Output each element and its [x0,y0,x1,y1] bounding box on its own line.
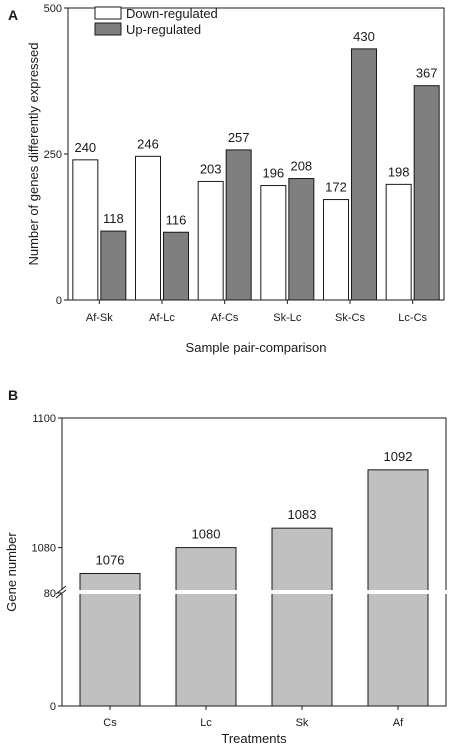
bar-af [367,469,429,707]
bar-down-af-lc [135,155,161,301]
data-label-af: 1092 [384,449,413,464]
panel-letter-a: A [8,7,18,23]
legend-swatch-up [94,22,122,36]
data-label-down-sk-lc: 196 [262,166,284,181]
legend-label-up: Up-regulated [126,22,201,37]
bar-cs [79,573,141,707]
data-label-down-af-cs: 203 [200,161,222,176]
data-label-cs: 1076 [96,553,125,568]
x-tick-label-lc-cs: Lc-Cs [398,312,427,324]
y-tick-label-1080: 1080 [32,543,56,555]
y-axis-title-a: Number of genes differently expressed [26,42,41,265]
bar-up-lc-cs [413,85,440,301]
x-tick-label-af: Af [393,717,404,729]
y-tick-label-0: 0 [50,701,56,713]
data-label-down-lc-cs: 198 [388,164,410,179]
y-tick-label-80: 80 [44,588,56,600]
bar-up-af-sk [100,230,127,301]
bar-down-lc-cs [385,183,412,301]
bar-up-af-lc [163,231,189,301]
y-tick-label-1100: 1100 [32,413,56,425]
data-label-down-af-lc: 246 [137,136,159,151]
axis-break-mark-lower [55,589,67,599]
data-label-up-af-sk: 118 [103,211,124,226]
axis-break-gap [54,590,454,594]
x-tick-label-af-cs: Af-Cs [211,312,239,324]
x-axis-title-b: Treatments [221,731,287,746]
x-tick-label-sk: Sk [296,717,309,729]
bar-down-af-sk [72,159,99,301]
data-label-down-af-sk: 240 [74,140,96,155]
data-label-up-sk-lc: 208 [290,159,312,174]
legend-label-down: Down-regulated [126,6,218,21]
plot-frame-b [61,417,447,707]
x-tick-label-cs: Cs [103,717,117,729]
panel-letter-b: B [8,387,18,403]
y-tick-label-250: 250 [44,149,62,161]
bar-down-af-cs [197,180,224,301]
data-label-down-sk-cs: 172 [325,180,347,195]
data-label-up-lc-cs: 367 [416,66,438,81]
y-axis-title-b: Gene number [4,532,19,612]
data-label-lc: 1080 [192,527,221,542]
x-tick-label-af-lc: Af-Lc [149,312,175,324]
bar-lc [175,547,237,707]
x-axis-title-a: Sample pair-comparison [186,340,327,355]
y-tick-label-0: 0 [56,295,62,307]
panel-b: B 1076 Cs 1080 Lc 1083 Sk 1092 Af 1080 1100 0 80 Trea… [4,387,454,746]
bar-sk [271,527,333,707]
panel-a: A 240 118 Af-Sk 246 116 Af-Lc 203 257 Af-Cs 196 208… [8,3,445,355]
data-label-up-af-cs: 257 [228,130,250,145]
bar-up-sk-lc [288,178,315,301]
axis-break-mark-upper [55,585,67,595]
data-label-sk: 1083 [288,507,317,522]
legend-swatch-down [94,6,122,20]
x-tick-label-lc: Lc [200,717,212,729]
bar-up-af-cs [225,149,252,301]
x-tick-label-sk-cs: Sk-Cs [335,312,365,324]
bar-up-sk-cs [351,48,377,301]
x-tick-label-sk-lc: Sk-Lc [273,312,302,324]
data-label-up-af-lc: 116 [166,212,187,227]
y-tick-label-500: 500 [44,3,62,15]
x-tick-label-af-sk: Af-Sk [86,312,113,324]
bar-down-sk-lc [260,185,287,301]
data-label-up-sk-cs: 430 [353,29,375,44]
bar-down-sk-cs [323,199,349,301]
